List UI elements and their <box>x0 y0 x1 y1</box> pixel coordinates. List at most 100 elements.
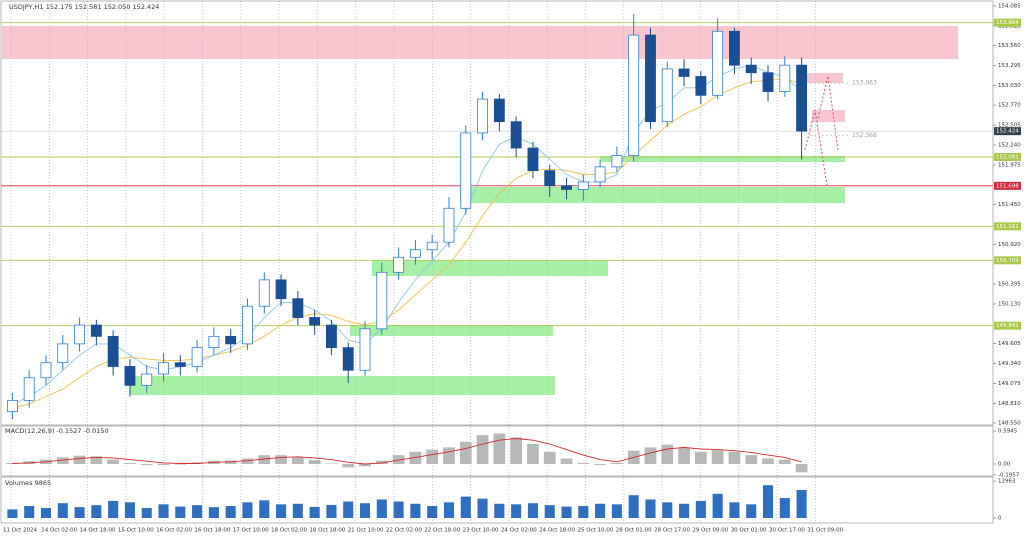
macd-bar <box>644 447 657 465</box>
candle-body <box>762 72 774 92</box>
y-tick-label: 153.560 <box>998 43 1021 49</box>
target-zone <box>812 110 845 122</box>
level-label: 150.709 <box>996 258 1019 264</box>
x-tick-label: 22 Oct 02:00 <box>386 528 422 534</box>
candle-body <box>191 347 203 367</box>
candle-body <box>107 335 119 367</box>
target-label: 153.063 <box>852 80 877 87</box>
candle-body <box>393 256 405 273</box>
volume-bar <box>326 504 337 518</box>
macd-bar <box>795 464 808 473</box>
y-tick-label: 148.810 <box>998 401 1021 407</box>
candle-body <box>40 362 52 379</box>
x-tick-label: 16 Oct 02:00 <box>156 528 192 534</box>
macd-bar <box>661 444 674 465</box>
x-tick-label: 23 Oct 10:00 <box>463 528 499 534</box>
candle-body <box>796 64 808 132</box>
level-label-bg <box>994 181 1021 190</box>
macd-bar <box>157 464 170 466</box>
macd-tick-label: 0.5945 <box>998 429 1018 435</box>
x-tick-label: 30 Oct 01:00 <box>731 528 767 534</box>
candle-body <box>74 324 86 345</box>
volume-bar <box>91 505 102 518</box>
volume-bar <box>695 500 706 518</box>
volume-bar <box>662 502 673 518</box>
volume-bar <box>578 506 589 518</box>
projection-arrows <box>804 75 839 186</box>
macd-signal <box>12 438 802 465</box>
macd-bar <box>527 444 539 465</box>
macd-bar <box>493 433 506 465</box>
x-tick-label: 18 Oct 02:00 <box>271 528 307 534</box>
volume-bar <box>460 496 471 518</box>
volume-bar <box>376 499 387 518</box>
candle-body <box>23 377 35 401</box>
candle-body <box>745 64 757 74</box>
candle-body <box>376 271 388 330</box>
candle-body <box>628 34 640 156</box>
y-tick-label: 149.340 <box>998 361 1021 367</box>
candle-body <box>208 335 220 349</box>
macd-bar <box>73 455 86 465</box>
x-tick-label: 24 Oct 18:00 <box>539 528 575 534</box>
volume-tick-label: 0 <box>998 516 1002 522</box>
volume-bar <box>746 504 757 518</box>
macd-bar <box>392 455 405 465</box>
level-label-bg <box>994 18 1021 27</box>
volume-bar <box>544 505 555 518</box>
volume-bar <box>40 508 52 518</box>
candle-body <box>359 328 371 371</box>
candle-body <box>141 373 153 386</box>
candle-body <box>90 324 102 337</box>
candle-body <box>57 343 69 364</box>
y-tick-label: 148.550 <box>998 420 1021 426</box>
demand-zone <box>460 187 845 203</box>
level-label: 149.841 <box>996 323 1019 329</box>
volume-bar <box>679 503 690 518</box>
candle-body <box>443 207 455 243</box>
x-tick-label: 25 Oct 10:00 <box>578 528 614 534</box>
candle-body <box>561 185 572 190</box>
candle-body <box>527 147 539 172</box>
main-frame <box>0 0 994 426</box>
y-tick-label: 152.505 <box>998 123 1021 129</box>
volume-bar <box>393 501 404 518</box>
x-tick-label: 18 Oct 18:00 <box>309 528 345 534</box>
volume-bar <box>511 504 522 518</box>
candle-body <box>544 170 556 187</box>
macd-bar <box>510 437 523 465</box>
macd-bar <box>426 449 439 465</box>
volume-bar <box>427 506 438 518</box>
volume-bar <box>527 503 538 518</box>
macd-bar <box>728 451 741 465</box>
macd-bar <box>241 458 254 465</box>
volume-tick-label: 12963 <box>998 479 1016 485</box>
target-zone <box>800 73 843 83</box>
candle-body <box>510 121 522 149</box>
macd-bar <box>762 458 774 465</box>
candle-body <box>426 241 438 251</box>
volume-bar <box>477 498 488 518</box>
level-label: 151.161 <box>996 224 1019 230</box>
volume-bar <box>494 503 505 518</box>
candle-body <box>661 68 673 123</box>
symbol-header: USDJPY,H1 152.175 152.581 152.050 152.42… <box>9 3 159 11</box>
demand-zone <box>130 376 555 395</box>
candle-body <box>712 30 724 96</box>
x-tick-label: 22 Oct 18:00 <box>424 528 460 534</box>
volume-bar <box>611 504 622 518</box>
candle-body <box>477 98 488 134</box>
candle-body <box>158 362 169 375</box>
volume-bar <box>292 503 303 518</box>
y-tick-label: 152.770 <box>998 103 1021 109</box>
volume-bar <box>242 502 253 518</box>
x-tick-label: 28 Oct 01:00 <box>616 528 652 534</box>
level-label: 152.081 <box>996 154 1019 160</box>
candle-body <box>577 181 589 190</box>
macd-bar <box>778 459 791 465</box>
arrow-down-path <box>804 109 828 186</box>
volume-bar <box>343 501 354 518</box>
macd-bar <box>745 455 758 465</box>
candle-body <box>729 30 740 66</box>
y-tick-label: 153.030 <box>998 83 1021 89</box>
